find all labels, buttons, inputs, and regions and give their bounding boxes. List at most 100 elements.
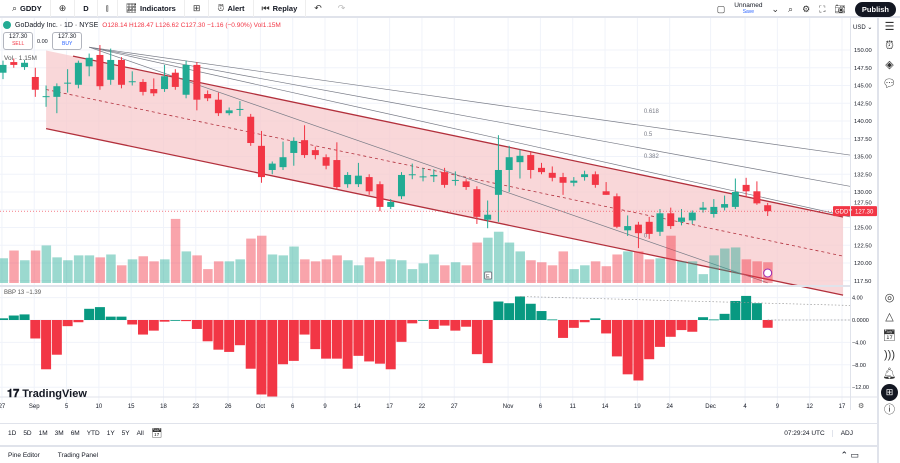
tab-pine-editor[interactable]: Pine Editor: [8, 451, 40, 459]
volume-bar: [246, 238, 256, 283]
chart-type-button[interactable]: ⫾: [98, 0, 118, 17]
publish-button[interactable]: Publish: [854, 1, 896, 17]
bbp-bar: [622, 320, 633, 375]
apps-grid-icon[interactable]: ⊞: [881, 384, 898, 401]
help-icon[interactable]: ⓘ: [884, 404, 895, 416]
buy-button[interactable]: 127.30 BUY: [52, 32, 83, 50]
time-axis-settings-icon[interactable]: ⚙: [858, 402, 864, 410]
price-tick: 135.00: [854, 155, 872, 161]
volume-bar: [84, 255, 95, 283]
undo-button[interactable]: ↶: [306, 0, 330, 17]
candle-body: [107, 59, 115, 80]
volume-bar: [52, 257, 62, 283]
price-tick: 120.00: [854, 261, 872, 267]
indicators-button[interactable]: 📈︎ Indicators: [118, 0, 185, 17]
quick-search-icon[interactable]: ⌕: [788, 3, 794, 14]
bbp-bar: [428, 320, 439, 329]
interval-button[interactable]: D: [75, 0, 98, 17]
volume-bar: [9, 250, 19, 283]
alarm-clock-icon[interactable]: ⏰︎: [885, 40, 894, 52]
bbp-bar: [213, 320, 224, 350]
adj-button[interactable]: ADJ: [831, 430, 853, 437]
volume-bar: [741, 259, 752, 283]
dividend-flash-icon: [763, 268, 773, 278]
channel-lower-line: [45, 127, 844, 296]
price-tick: 137.50: [854, 137, 872, 143]
date-range-icon[interactable]: 📅︎: [150, 428, 163, 438]
layout-name[interactable]: Unnamed Save: [734, 2, 763, 15]
templates-button[interactable]: ⊞: [185, 0, 210, 17]
camera-icon[interactable]: 📷︎: [834, 3, 846, 14]
volume-bar: [461, 265, 472, 283]
chevron-down-icon[interactable]: ⌄: [771, 3, 780, 14]
watchlist-icon[interactable]: ☰: [884, 21, 895, 33]
candle-body: [699, 207, 707, 210]
target-icon[interactable]: ◎: [884, 292, 895, 304]
bbp-bar: [224, 320, 235, 352]
bbp-bar: [321, 320, 332, 359]
range-button-5y[interactable]: 5Y: [121, 430, 130, 437]
ideas-icon[interactable]: △: [885, 311, 894, 323]
range-button-6m[interactable]: 6M: [70, 430, 80, 437]
fullscreen-icon[interactable]: ⛶: [819, 3, 826, 14]
volume-bar: [709, 255, 719, 283]
channel-upper-line: [72, 55, 844, 218]
range-button-1y[interactable]: 1Y: [106, 430, 115, 437]
price-scale[interactable]: [850, 18, 877, 410]
range-button-1m[interactable]: 1M: [38, 430, 48, 437]
candle-body: [602, 191, 610, 195]
volume-bar: [63, 260, 73, 283]
volume-bar: [612, 254, 622, 283]
time-tick: 12: [806, 404, 813, 410]
range-button-5d[interactable]: 5D: [23, 430, 32, 437]
candle-body: [85, 57, 93, 67]
right-sidebar: ☰ ⏰︎ ◈ 💬︎ ◎ △ 📅︎ ))) 🔔︎ ⊞ ⓘ: [877, 18, 900, 463]
bbp-bar: [418, 320, 429, 321]
earnings-marker-label: E: [486, 274, 490, 280]
candle-body: [247, 116, 255, 144]
bell-icon[interactable]: 🔔︎: [882, 368, 897, 380]
compare-button[interactable]: ⊕: [51, 0, 76, 17]
volume-bar: [149, 261, 159, 283]
range-button-ytd[interactable]: YTD: [86, 430, 100, 437]
price-tick: 125.00: [854, 226, 872, 232]
replay-button[interactable]: ⏮︎ Replay: [254, 0, 307, 17]
collapse-icon[interactable]: ⌃ ▭: [840, 449, 859, 460]
alarm-plus-icon: ⏰︎: [217, 2, 225, 13]
chat-icon[interactable]: 💬︎: [882, 78, 897, 90]
bbp-bar: [439, 320, 450, 326]
alert-button[interactable]: ⏰︎ Alert: [209, 0, 254, 17]
clock[interactable]: 07:29:24 UTC: [784, 430, 825, 437]
tradingview-logo[interactable]: 𝟏𝟕 TradingView: [7, 388, 87, 400]
settings-icon[interactable]: ⚙︎: [802, 3, 811, 14]
range-button-all[interactable]: All: [136, 430, 144, 437]
tab-trading-panel[interactable]: Trading Panel: [57, 451, 99, 459]
layout-square-icon[interactable]: ▢: [716, 3, 726, 14]
volume-bar: [450, 262, 461, 283]
calendar-icon[interactable]: 📅︎: [882, 330, 897, 342]
volume-bar: [623, 251, 633, 283]
time-tick: 18: [160, 404, 167, 410]
bbp-bar: [407, 320, 418, 324]
range-button-3m[interactable]: 3M: [54, 430, 64, 437]
price-tick: 132.50: [854, 172, 872, 178]
sell-button[interactable]: 127.30 SELL: [3, 32, 34, 50]
rss-icon[interactable]: ))): [884, 349, 895, 361]
volume-bar: [601, 266, 612, 283]
fib-fan-line: [89, 46, 851, 187]
time-tick: 26: [225, 404, 232, 410]
time-tick: 17: [386, 404, 393, 410]
layers-icon[interactable]: ◈: [885, 59, 894, 71]
volume-bar: [278, 255, 289, 283]
volume-bar: [633, 251, 644, 283]
range-button-1d[interactable]: 1D: [8, 430, 17, 437]
candles-icon: ⫾: [105, 2, 109, 13]
redo-button[interactable]: ↷: [330, 0, 354, 17]
volume-bar: [558, 251, 569, 283]
symbol-search[interactable]: ⌕ GDDY: [4, 0, 51, 17]
time-tick: 19: [634, 404, 641, 410]
price-tick: 145.00: [854, 84, 872, 90]
candle-body: [538, 167, 545, 173]
currency-select[interactable]: USD ⌄: [853, 25, 872, 31]
